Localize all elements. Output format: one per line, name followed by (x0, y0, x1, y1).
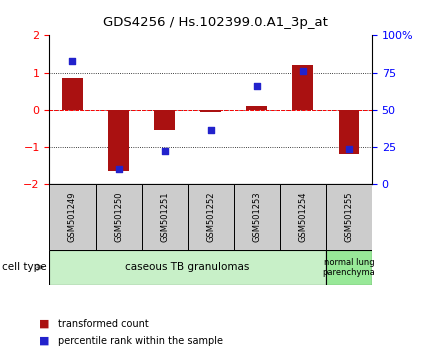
Point (345, 146, 352, 152)
Text: normal lung
parenchyma: normal lung parenchyma (322, 258, 375, 277)
Bar (246, 106, 267, 110)
Point (115, 166, 122, 172)
Point (207, 127, 214, 133)
Text: GSM501255: GSM501255 (344, 192, 353, 242)
Text: GSM501253: GSM501253 (252, 192, 261, 242)
Bar (49, 250, 326, 285)
Text: GSM501254: GSM501254 (298, 192, 307, 242)
Bar (154, 110, 175, 130)
Bar (326, 250, 372, 285)
Text: GSM501252: GSM501252 (206, 192, 215, 242)
Text: GDS4256 / Hs.102399.0.A1_3p_at: GDS4256 / Hs.102399.0.A1_3p_at (103, 16, 327, 29)
Point (161, 148, 168, 154)
Text: GSM501249: GSM501249 (68, 192, 77, 242)
Bar (234, 184, 280, 250)
Point (69, 58, 76, 64)
Bar (62, 78, 83, 110)
Text: percentile rank within the sample: percentile rank within the sample (58, 336, 223, 346)
Text: ■: ■ (39, 336, 49, 346)
Text: GSM501250: GSM501250 (114, 192, 123, 242)
Bar (187, 184, 234, 250)
Bar (200, 110, 221, 112)
Point (253, 83, 260, 88)
Text: ■: ■ (39, 319, 49, 329)
Text: cell type: cell type (2, 262, 47, 272)
Bar (292, 65, 313, 110)
Bar (108, 110, 129, 171)
Text: GSM501251: GSM501251 (160, 192, 169, 242)
Bar (326, 184, 372, 250)
Point (299, 68, 306, 74)
Bar (95, 184, 141, 250)
Text: transformed count: transformed count (58, 319, 149, 329)
Bar (49, 184, 95, 250)
Bar (141, 184, 187, 250)
Text: caseous TB granulomas: caseous TB granulomas (126, 262, 250, 272)
Bar (280, 184, 326, 250)
Bar (338, 110, 359, 154)
